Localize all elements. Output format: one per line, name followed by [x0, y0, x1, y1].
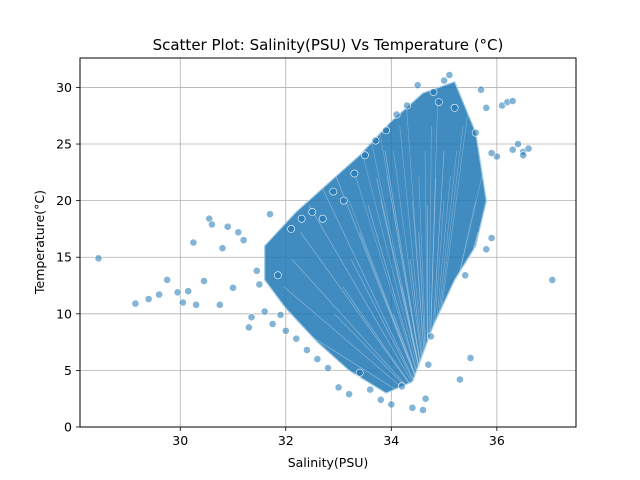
data-point [434, 98, 443, 106]
y-tick-label: 30 [56, 80, 72, 95]
data-point [461, 271, 470, 280]
data-point [376, 395, 385, 404]
data-point [131, 299, 140, 308]
data-point [313, 355, 322, 363]
data-point [440, 76, 448, 85]
data-point [382, 126, 390, 135]
data-point [302, 346, 311, 354]
data-point [297, 214, 306, 223]
plot-frame [79, 57, 577, 428]
axis-ticks: 30 32 34 36 0 5 10 15 20 25 30 [56, 80, 505, 448]
y-tick-label: 25 [56, 137, 72, 152]
data-point [234, 228, 243, 237]
data-point [318, 214, 327, 223]
data-point [207, 220, 216, 229]
data-point [244, 323, 253, 332]
data-point [426, 332, 435, 341]
data-point [287, 224, 295, 233]
data-point [519, 151, 528, 160]
data-point [548, 275, 557, 284]
data-point [215, 300, 224, 309]
y-tick-label: 20 [56, 193, 72, 208]
dense-point-cloud [264, 81, 487, 394]
data-point [524, 144, 533, 153]
data-point [184, 287, 193, 296]
data-point [339, 196, 348, 205]
data-point [334, 383, 343, 392]
data-point [413, 81, 422, 90]
x-tick-label: 34 [383, 433, 399, 448]
data-point [223, 222, 232, 231]
x-axis-label: Salinity(PSU) [288, 455, 369, 470]
data-points [94, 71, 557, 414]
data-point [155, 290, 163, 299]
data-point [200, 277, 208, 285]
data-point [450, 103, 459, 112]
data-point [482, 103, 491, 112]
y-axis-label: Temperature(°C) [32, 190, 47, 295]
data-point [371, 136, 380, 145]
data-point [408, 403, 417, 412]
data-point [266, 210, 274, 219]
data-point [281, 326, 290, 335]
data-point [229, 283, 237, 292]
data-point [360, 151, 369, 160]
data-point [471, 128, 480, 137]
cloud-texture [275, 100, 487, 394]
data-point [178, 298, 187, 307]
data-point [477, 85, 485, 94]
data-point [419, 406, 427, 414]
data-point [189, 238, 198, 247]
y-tick-label: 15 [56, 250, 72, 265]
data-point [366, 385, 375, 394]
data-point [455, 375, 464, 384]
data-point [397, 382, 406, 391]
data-point [424, 360, 433, 369]
x-tick-label: 32 [278, 433, 294, 448]
data-point [355, 368, 364, 377]
data-point [487, 234, 496, 242]
data-point [163, 275, 171, 284]
data-point [273, 271, 282, 280]
y-tick-label: 0 [64, 420, 72, 435]
y-tick-label: 5 [64, 363, 72, 378]
data-point [487, 149, 496, 157]
y-tick-label: 10 [56, 306, 72, 321]
density-cloud [264, 81, 487, 394]
data-point [345, 390, 353, 399]
data-point [429, 88, 438, 96]
data-point [173, 288, 182, 297]
data-point [144, 295, 153, 303]
data-point [292, 334, 301, 343]
data-point [329, 187, 338, 196]
data-point [247, 313, 256, 322]
x-tick-label: 36 [489, 433, 505, 448]
chart-title: Scatter Plot: Salinity(PSU) Vs Temperatu… [153, 36, 504, 54]
data-point [268, 320, 277, 328]
data-point [276, 310, 285, 319]
data-point [445, 71, 454, 79]
data-point [192, 300, 200, 309]
data-point [324, 364, 332, 372]
data-point [392, 110, 401, 119]
data-point [255, 280, 264, 289]
data-point [308, 207, 317, 216]
data-point [403, 101, 411, 110]
data-point [482, 245, 491, 254]
data-point [508, 145, 517, 154]
data-point [239, 236, 248, 245]
data-point [421, 394, 430, 403]
data-point [218, 244, 227, 253]
data-point [514, 140, 522, 148]
data-point [466, 354, 475, 362]
data-point [260, 307, 269, 316]
data-point [350, 169, 359, 178]
x-tick-label: 30 [172, 433, 188, 448]
data-point [252, 266, 261, 275]
data-point [508, 97, 517, 105]
data-point [94, 254, 103, 263]
data-point [387, 400, 396, 409]
